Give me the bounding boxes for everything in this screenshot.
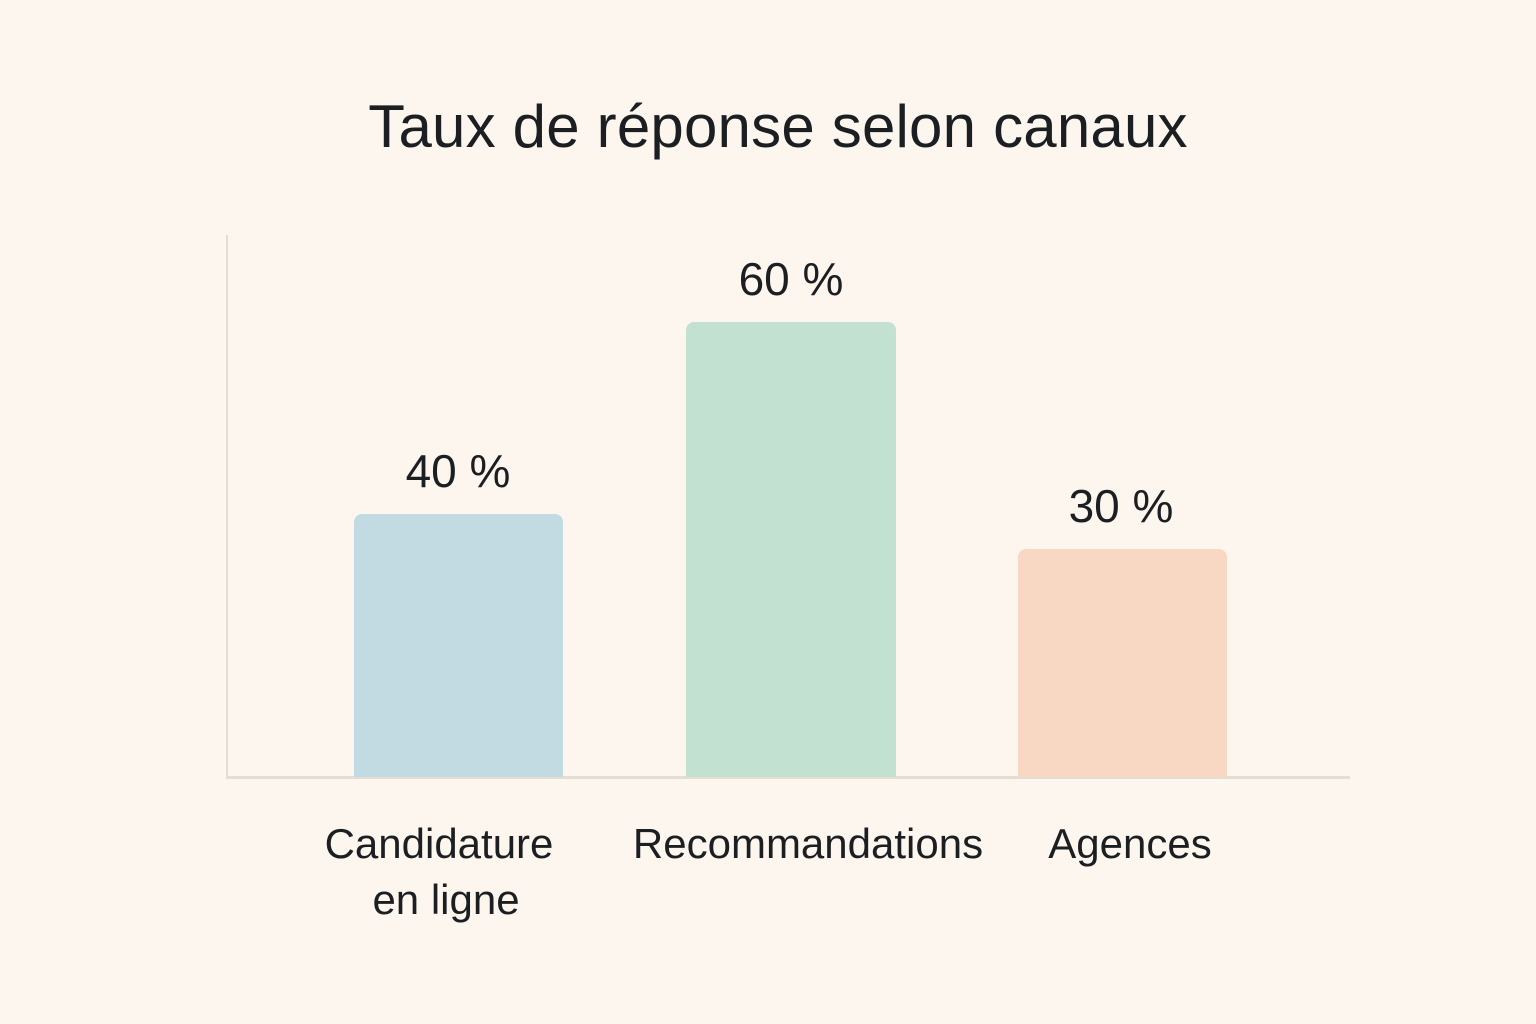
category-label-line-1: Candidature — [324, 820, 554, 867]
value-label-agences: 30 % — [1068, 480, 1174, 532]
y-axis-line — [226, 235, 228, 778]
category-label-agences: Agences — [1048, 820, 1212, 867]
category-label-line-2: en ligne — [372, 876, 520, 923]
x-axis-line — [226, 776, 1350, 779]
chart-title: Taux de réponse selon canaux — [368, 93, 1188, 160]
bar-candidature-en-ligne — [354, 514, 563, 777]
category-label-candidature-en-ligne: Candidature en ligne — [239, 816, 639, 928]
bar-agences — [1018, 549, 1227, 777]
value-label-candidature-en-ligne: 40 % — [405, 445, 511, 497]
bar-recommandations — [686, 322, 896, 777]
value-label-recommandations: 60 % — [738, 253, 844, 305]
category-label-recommandations: Recommandations — [632, 820, 984, 867]
